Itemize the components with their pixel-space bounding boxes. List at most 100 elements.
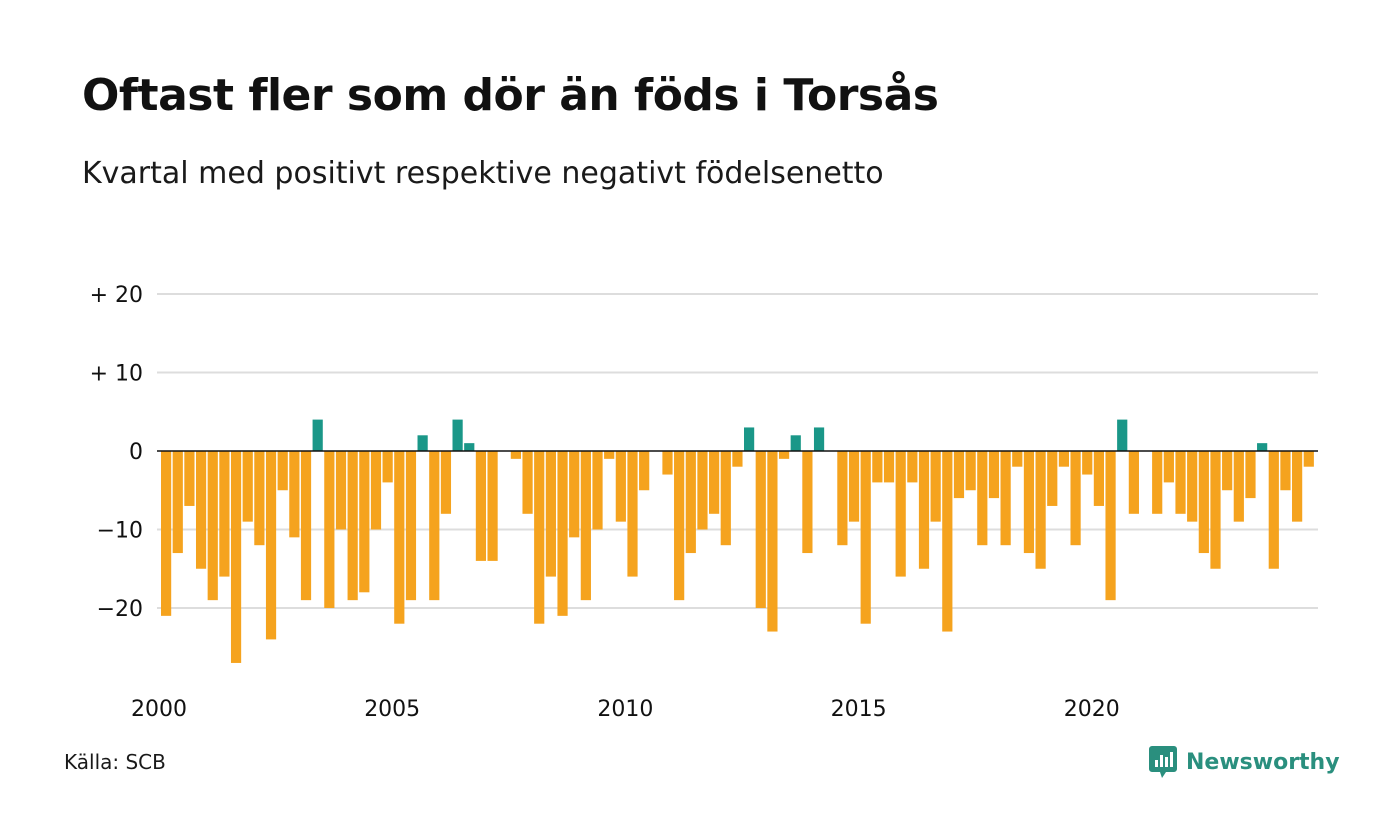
y-tick-label: −20 xyxy=(97,597,143,622)
bar xyxy=(359,451,370,593)
x-tick-label: 2000 xyxy=(131,697,187,722)
bar xyxy=(254,451,265,546)
bar xyxy=(1082,451,1093,475)
bar xyxy=(953,451,965,499)
bar xyxy=(1303,451,1314,467)
bar xyxy=(219,451,230,577)
bar xyxy=(1000,451,1011,546)
bar xyxy=(1152,451,1163,514)
bar xyxy=(767,451,778,632)
bar xyxy=(161,451,172,616)
brand-logo: Newsworthy xyxy=(1148,744,1340,780)
bar xyxy=(860,451,871,624)
bar xyxy=(1233,451,1244,522)
y-tick-label: + 10 xyxy=(90,362,143,387)
bar xyxy=(312,419,323,451)
bar xyxy=(604,451,615,459)
x-tick-label: 2010 xyxy=(597,697,653,722)
bar xyxy=(1012,451,1023,467)
bar xyxy=(755,451,766,608)
bar xyxy=(522,451,533,514)
bar xyxy=(510,451,521,459)
bar xyxy=(184,451,195,506)
bar xyxy=(300,451,312,601)
bar xyxy=(1268,451,1279,569)
bar xyxy=(464,443,475,451)
bar xyxy=(1210,451,1221,569)
bar xyxy=(1222,451,1233,491)
bar xyxy=(907,451,918,483)
bar xyxy=(1257,443,1268,451)
bar xyxy=(534,451,545,624)
bar xyxy=(452,419,463,451)
bar xyxy=(942,451,953,632)
bar xyxy=(370,451,382,530)
chart-title: Oftast fler som dör än föds i Torsås xyxy=(82,70,939,121)
bar xyxy=(405,451,417,601)
bar xyxy=(335,451,347,530)
bar xyxy=(778,451,790,459)
bar xyxy=(883,451,895,483)
bar xyxy=(1117,419,1128,451)
bar xyxy=(1070,451,1081,546)
bar xyxy=(639,451,650,491)
bar xyxy=(930,451,941,522)
bar xyxy=(230,451,242,663)
bar xyxy=(1163,451,1174,483)
bar xyxy=(615,451,626,522)
bar xyxy=(592,451,603,530)
bar xyxy=(487,451,498,561)
bar xyxy=(872,451,883,483)
bar xyxy=(207,451,218,601)
bar xyxy=(709,451,720,514)
y-tick-label: + 20 xyxy=(90,283,143,308)
bar xyxy=(837,451,848,546)
bar xyxy=(1128,451,1139,514)
bar xyxy=(674,451,685,601)
bar xyxy=(802,451,813,554)
bar xyxy=(790,435,801,451)
x-tick-label: 2020 xyxy=(1064,697,1120,722)
bar xyxy=(440,451,452,514)
newsworthy-logo-icon xyxy=(1149,746,1177,778)
bar xyxy=(580,451,591,601)
bar xyxy=(1035,451,1046,569)
bar xyxy=(417,435,428,451)
bar xyxy=(1058,451,1070,467)
bar xyxy=(1047,451,1058,506)
bar xyxy=(685,451,696,554)
bar xyxy=(732,451,743,467)
bar xyxy=(569,451,580,538)
source-note: Källa: SCB xyxy=(64,750,166,774)
bar xyxy=(965,451,976,491)
bar xyxy=(1245,451,1256,499)
bar xyxy=(1175,451,1186,514)
bar xyxy=(394,451,405,624)
bar xyxy=(429,451,440,601)
bar xyxy=(475,451,487,561)
bar xyxy=(1105,451,1116,601)
bar xyxy=(265,451,277,640)
bar xyxy=(848,451,860,522)
bar xyxy=(918,451,930,569)
bar xyxy=(988,451,1000,499)
bar xyxy=(697,451,708,530)
bar xyxy=(347,451,358,601)
bar xyxy=(662,451,673,475)
bar xyxy=(1093,451,1104,506)
bar xyxy=(895,451,906,577)
bar xyxy=(977,451,988,546)
bar xyxy=(1292,451,1303,522)
x-tick-label: 2005 xyxy=(364,697,420,722)
bar xyxy=(1280,451,1291,491)
bar xyxy=(744,427,755,451)
bar xyxy=(545,451,556,577)
bar xyxy=(1187,451,1198,522)
bar xyxy=(813,427,825,451)
bar xyxy=(289,451,300,538)
bar xyxy=(195,451,207,569)
bar xyxy=(382,451,393,483)
bar xyxy=(1023,451,1035,554)
chart-subtitle: Kvartal med positivt respektive negativt… xyxy=(82,156,884,191)
bar xyxy=(172,451,183,554)
